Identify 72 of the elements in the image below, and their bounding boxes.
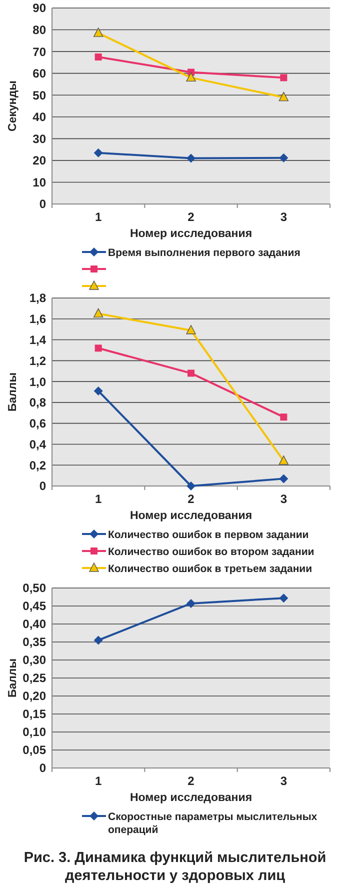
legend-label: Количество ошибок в первом задании — [108, 529, 309, 541]
y-tick-label: 1,0 — [29, 374, 46, 389]
y-tick-label: 0,4 — [29, 437, 46, 452]
x-tick-label: 1 — [94, 774, 102, 788]
x-tick-label: 1 — [94, 492, 102, 506]
point — [186, 325, 196, 334]
point — [186, 482, 196, 490]
y-tick-label: 0,8 — [29, 396, 46, 410]
y-tick-label: 0,6 — [29, 416, 46, 431]
legend-label: Скоростные параметры мыслительных операций — [108, 811, 318, 836]
point — [94, 386, 103, 396]
x-tick-label: 2 — [188, 492, 195, 506]
y-tick-label: 0 — [39, 197, 46, 212]
y-axis-title: Баллы — [7, 658, 19, 698]
point — [188, 370, 194, 377]
y-tick-label: 0,35 — [22, 635, 46, 650]
x-tick-label: 3 — [280, 210, 288, 224]
y-tick-label: 40 — [32, 110, 46, 124]
point — [279, 594, 288, 603]
y-tick-label: 80 — [32, 22, 46, 37]
point — [94, 344, 102, 352]
x-tick-label: 1 — [94, 210, 102, 224]
y-tick-label: 0 — [39, 479, 46, 494]
y-tick-label: 70 — [32, 44, 46, 59]
y-tick-label: 1,4 — [29, 332, 46, 347]
x-axis-title: Номер исследования — [130, 792, 252, 804]
x-tick-label: 3 — [280, 774, 288, 788]
point — [186, 154, 196, 163]
point — [280, 74, 288, 82]
y-axis-title: Баллы — [7, 372, 19, 412]
point — [186, 72, 196, 82]
y-tick-label: 50 — [32, 88, 46, 102]
y-tick-label: 90 — [32, 1, 46, 16]
point — [278, 92, 289, 102]
y-tick-label: 0,45 — [22, 599, 46, 614]
point — [186, 598, 196, 608]
point — [93, 28, 104, 37]
legend-label: Количество ошибок в третьем задании — [108, 563, 312, 575]
x-tick-label: 2 — [188, 210, 195, 224]
y-tick-label: 30 — [32, 132, 46, 146]
x-axis-title: Номер исследования — [130, 510, 252, 522]
y-tick-label: 0,30 — [22, 653, 46, 668]
y-tick-label: 1,6 — [29, 312, 46, 326]
y-tick-label: 0,25 — [22, 671, 46, 686]
x-axis-title: Номер исследования — [130, 228, 252, 240]
x-tick-label: 3 — [280, 492, 288, 506]
y-tick-label: 0,20 — [22, 689, 46, 704]
y-tick-label: 0,50 — [22, 581, 46, 596]
point — [278, 456, 289, 465]
point — [93, 308, 104, 318]
y-tick-label: 0,2 — [29, 458, 46, 472]
y-tick-label: 0,10 — [22, 725, 46, 740]
point — [94, 54, 102, 60]
x-tick-label: 2 — [188, 774, 195, 788]
y-tick-label: 1,2 — [29, 354, 46, 368]
y-tick-label: 1,8 — [29, 291, 46, 306]
y-tick-label: 0 — [39, 761, 46, 776]
y-tick-label: 60 — [32, 66, 46, 81]
y-axis-title: Секунды — [7, 80, 19, 132]
point — [279, 474, 288, 484]
point — [94, 148, 103, 158]
point — [94, 636, 103, 645]
y-tick-label: 0,05 — [22, 743, 46, 758]
legend-label: Количество ошибок во втором задании — [108, 546, 314, 558]
y-tick-label: 0,40 — [22, 617, 46, 632]
point — [279, 153, 288, 162]
y-tick-label: 20 — [32, 154, 46, 168]
legend-label: Время выполнения первого задания — [108, 247, 300, 259]
point — [280, 414, 288, 421]
text: Рис. 3. Динамика функций мыслительной деятельности у здоровых лиц — [24, 850, 326, 884]
y-tick-label: 10 — [32, 175, 46, 190]
y-tick-label: 0,15 — [22, 707, 46, 722]
